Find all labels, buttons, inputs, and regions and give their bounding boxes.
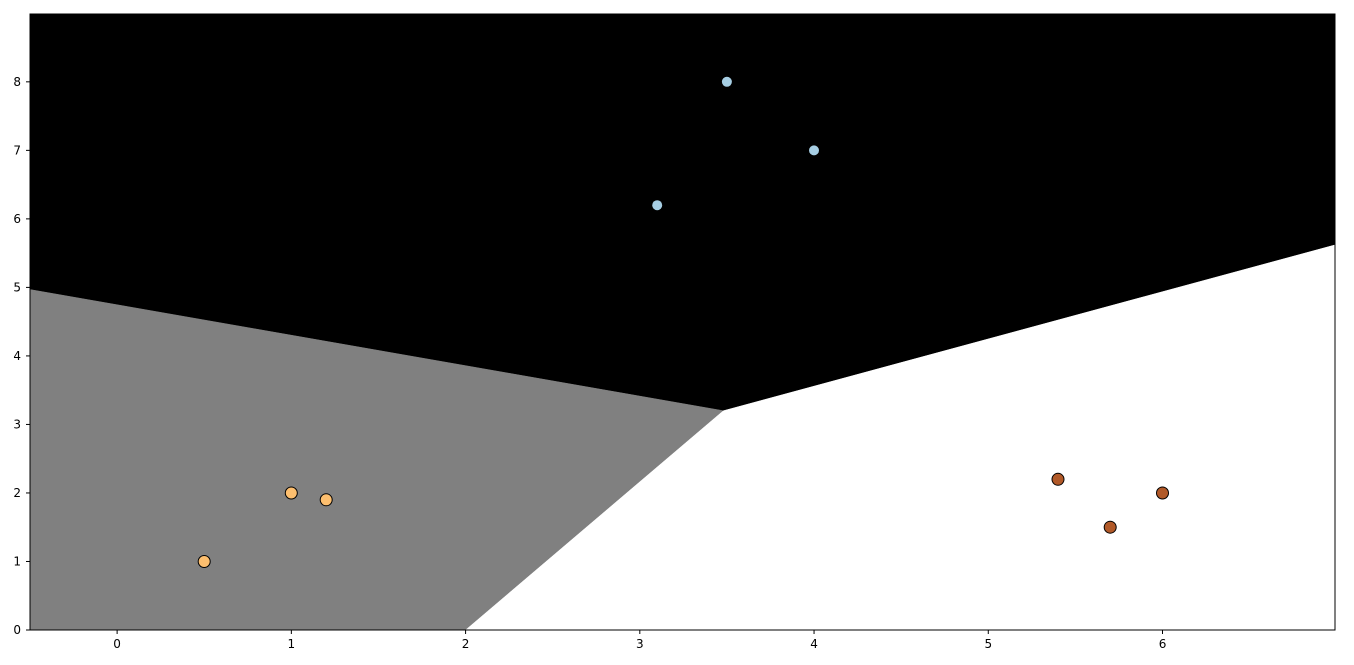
y-tick-label: 1 <box>13 554 21 568</box>
y-tick-label: 3 <box>13 417 21 431</box>
data-point-series-1-1 <box>319 493 333 507</box>
y-tick-label: 7 <box>13 143 21 157</box>
x-tick-label: 2 <box>462 637 470 651</box>
x-tick-label: 6 <box>1159 637 1167 651</box>
x-axis: 0 1 2 3 4 5 6 <box>113 630 1166 651</box>
data-point-series-0-1 <box>809 145 819 156</box>
data-point-series-0-0 <box>721 76 732 87</box>
x-tick-label: 4 <box>810 637 818 651</box>
data-point-series-2-1 <box>1103 520 1117 534</box>
y-tick-label: 0 <box>13 623 21 637</box>
y-tick-label: 2 <box>13 486 21 500</box>
data-point-series-2-0 <box>1051 472 1065 486</box>
y-tick-label: 6 <box>13 212 21 226</box>
y-axis: 0 1 2 3 4 5 6 7 8 <box>13 75 30 637</box>
x-tick-label: 0 <box>113 637 121 651</box>
data-point-series-0-2 <box>652 200 663 211</box>
data-point-series-2-2 <box>1156 486 1169 500</box>
x-tick-label: 5 <box>984 637 992 651</box>
x-tick-label: 3 <box>636 637 644 651</box>
data-points <box>197 76 1169 568</box>
plot-frame <box>29 13 1336 631</box>
y-tick-label: 4 <box>13 349 21 363</box>
decision-regions <box>29 13 1336 631</box>
data-point-series-1-0 <box>284 486 298 500</box>
x-tick-label: 1 <box>288 637 296 651</box>
data-point-series-1-2 <box>197 555 211 568</box>
y-tick-label: 5 <box>13 280 21 294</box>
y-tick-label: 8 <box>13 75 21 89</box>
